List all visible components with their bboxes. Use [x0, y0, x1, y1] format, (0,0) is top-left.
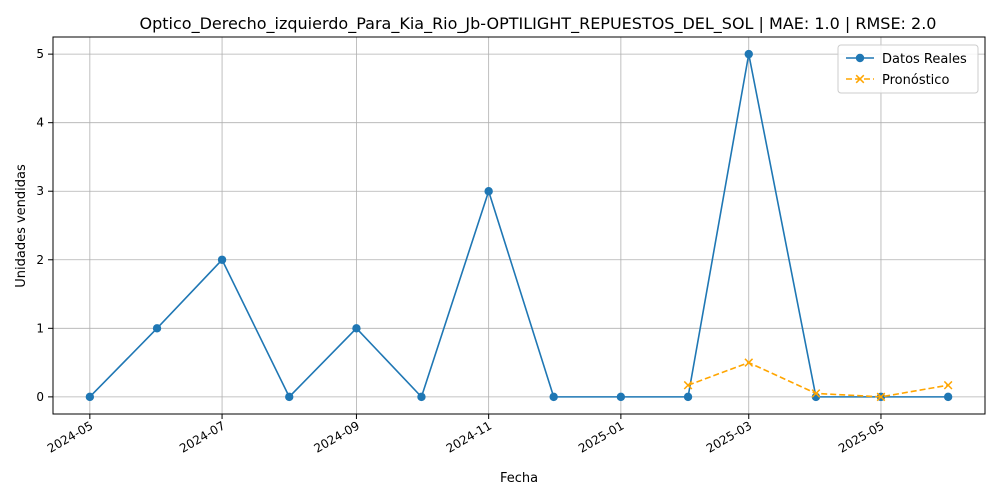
data-point: [352, 324, 361, 333]
y-tick-label: 5: [36, 47, 44, 61]
legend-item: Pronóstico: [846, 73, 949, 88]
x-axis-label: Fecha: [500, 471, 538, 486]
data-point: [417, 392, 426, 402]
data-point: [484, 187, 493, 196]
series-line: [89, 53, 949, 399]
legend: Datos Reales Pronóstico: [837, 44, 979, 94]
y-tick-label: 0: [36, 390, 44, 404]
data-point: [744, 49, 753, 59]
data-point: [811, 389, 821, 398]
legend-label: Pronóstico: [882, 73, 949, 88]
legend-box: [837, 44, 979, 94]
data-point: [217, 255, 227, 264]
y-axis-label: Unidades vendidas: [14, 164, 29, 288]
series-layer: [85, 49, 953, 402]
data-point: [152, 324, 162, 333]
data-point: [85, 392, 95, 402]
y-tick-label: 1: [36, 321, 44, 335]
y-tick-label: 4: [36, 116, 44, 130]
data-point: [683, 392, 693, 402]
data-point: [744, 358, 754, 367]
data-point: [549, 392, 558, 402]
data-point: [285, 392, 294, 402]
legend-marker: [855, 74, 865, 84]
legend-marker: [855, 53, 865, 63]
legend-item: Datos Reales: [846, 52, 967, 67]
data-point: [683, 380, 693, 390]
plot-frame: [52, 36, 986, 415]
y-tick-label: 3: [36, 184, 44, 198]
y-axis: 0 1 2 3 4 5: [36, 47, 53, 404]
y-tick-label: 2: [36, 253, 44, 267]
grid-lines: [53, 37, 985, 414]
data-point: [616, 392, 626, 402]
data-point: [876, 392, 886, 402]
legend-label: Datos Reales: [882, 52, 967, 67]
series-pronostico: [683, 358, 953, 402]
data-point: [943, 392, 953, 402]
data-point: [943, 380, 953, 390]
chart-title: Optico_Derecho_izquierdo_Para_Kia_Rio_Jb…: [140, 14, 937, 34]
